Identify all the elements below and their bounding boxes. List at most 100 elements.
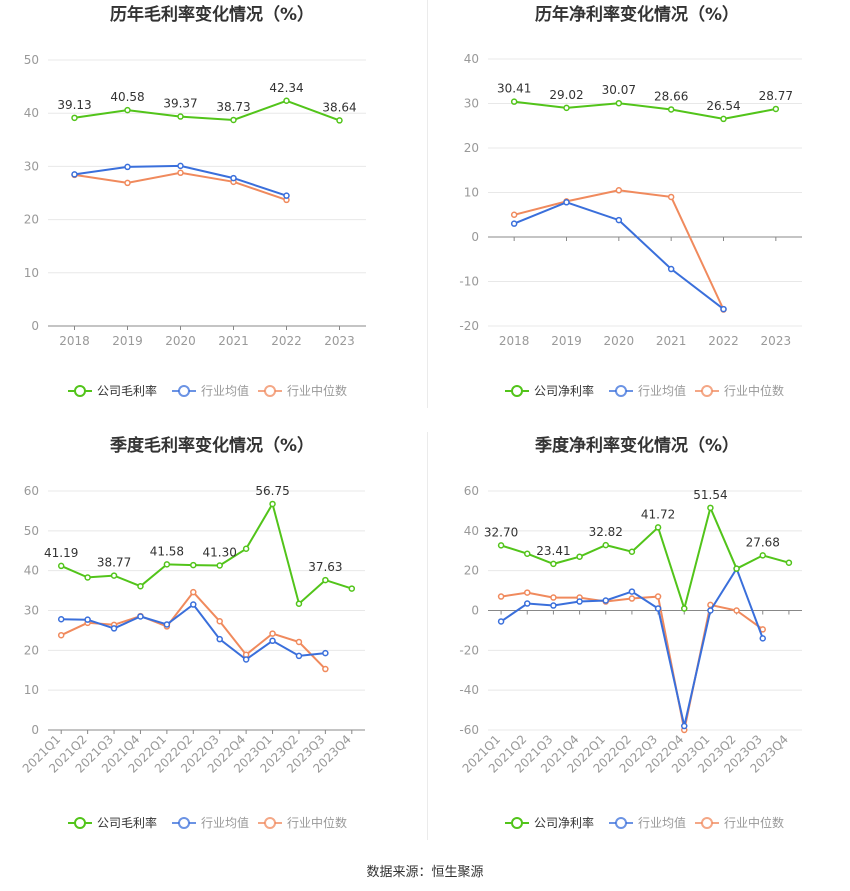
data-label: 30.07 xyxy=(602,83,636,97)
data-point xyxy=(628,595,636,602)
data-label: 41.19 xyxy=(44,546,78,560)
data-point xyxy=(550,560,557,568)
data-point xyxy=(242,545,250,553)
x-tick-label: 2022 xyxy=(708,334,739,348)
y-tick-label: 20 xyxy=(24,213,39,227)
legend-marker xyxy=(74,817,86,829)
y-tick-label: 0 xyxy=(471,604,479,618)
data-point xyxy=(563,199,570,206)
chart-title: 季度毛利率变化情况（%） xyxy=(110,435,314,456)
data-point xyxy=(510,98,518,105)
data-point xyxy=(667,265,675,273)
data-point xyxy=(124,106,131,114)
data-point xyxy=(57,616,65,623)
data-point xyxy=(322,649,329,657)
data-point xyxy=(71,171,78,178)
data-point xyxy=(283,97,290,105)
data-point xyxy=(177,169,184,177)
data-point xyxy=(524,589,531,596)
data-point xyxy=(681,605,688,612)
series-line-0 xyxy=(500,504,790,613)
data-point xyxy=(615,187,623,194)
data-point xyxy=(785,559,793,566)
legend-label: 公司净利率 xyxy=(534,815,594,830)
data-point xyxy=(681,722,688,730)
legend-label: 公司净利率 xyxy=(534,383,594,398)
data-point xyxy=(190,561,197,569)
data-point xyxy=(667,193,675,201)
y-tick-label: 40 xyxy=(24,564,39,578)
data-label: 37.63 xyxy=(308,560,342,574)
y-tick-label: 20 xyxy=(464,564,479,578)
data-point xyxy=(137,613,144,620)
y-tick-label: 10 xyxy=(24,683,39,697)
legend-marker xyxy=(615,817,627,829)
legend-marker xyxy=(264,385,276,397)
y-tick-label: 20 xyxy=(24,643,39,657)
data-point xyxy=(216,562,223,569)
data-point xyxy=(707,607,714,614)
data-point xyxy=(497,618,505,625)
legend-label: 行业中位数 xyxy=(724,815,784,830)
data-point xyxy=(602,597,609,604)
y-tick-label: 50 xyxy=(24,53,39,67)
data-label: 28.77 xyxy=(759,89,793,103)
data-source-note: 数据来源：恒生聚源 xyxy=(366,865,484,880)
data-point xyxy=(550,602,557,609)
legend-label: 行业均值 xyxy=(201,815,249,830)
y-tick-label: 10 xyxy=(24,266,39,280)
y-tick-label: 40 xyxy=(464,52,479,66)
legend-label: 行业中位数 xyxy=(724,383,784,398)
series-line-2 xyxy=(74,171,287,201)
chart-title: 历年毛利率变化情况（%） xyxy=(110,4,314,25)
data-point xyxy=(283,192,290,199)
data-point xyxy=(510,220,518,227)
data-point xyxy=(110,625,118,632)
data-point xyxy=(654,593,662,600)
x-tick-label: 2018 xyxy=(59,334,90,348)
data-label: 38.73 xyxy=(216,100,250,114)
legend-marker xyxy=(615,385,627,397)
data-label: 56.75 xyxy=(255,484,289,498)
data-point xyxy=(524,550,531,557)
data-point xyxy=(602,541,609,549)
data-point xyxy=(71,114,78,122)
x-tick-label: 2022 xyxy=(271,334,302,348)
data-point xyxy=(84,574,91,581)
legend-marker xyxy=(511,817,523,829)
data-label: 32.82 xyxy=(589,525,623,539)
y-tick-label: 0 xyxy=(31,723,39,737)
data-point xyxy=(720,305,727,313)
y-tick-label: -20 xyxy=(459,643,479,657)
data-point xyxy=(615,216,623,224)
data-point xyxy=(216,618,223,625)
data-point xyxy=(322,665,329,673)
data-point xyxy=(654,524,662,531)
data-point xyxy=(497,593,505,600)
legend-marker xyxy=(701,385,713,397)
x-tick-label: 2023 xyxy=(761,334,792,348)
data-point xyxy=(230,174,237,182)
panel-divider-bottom xyxy=(427,432,428,840)
data-label: 41.72 xyxy=(641,507,675,521)
data-point xyxy=(759,552,766,559)
chart-quarterly-net-margin: 季度净利率变化情况（%）-60-40-2002040602021Q12021Q2… xyxy=(459,435,802,830)
y-tick-label: -20 xyxy=(459,319,479,333)
data-point xyxy=(497,542,505,549)
data-point xyxy=(190,588,197,596)
x-tick-label: 2019 xyxy=(551,334,582,348)
data-label: 29.02 xyxy=(549,88,583,102)
x-tick-label: 2020 xyxy=(604,334,635,348)
y-tick-label: 0 xyxy=(471,230,479,244)
data-point xyxy=(628,548,636,555)
data-point xyxy=(336,117,343,124)
data-point xyxy=(576,598,583,605)
legend-label: 行业中位数 xyxy=(287,815,347,830)
data-point xyxy=(576,553,583,560)
legend-marker xyxy=(178,385,190,397)
data-point xyxy=(124,163,131,171)
data-label: 40.58 xyxy=(110,90,144,104)
legend-label: 公司毛利率 xyxy=(97,815,157,830)
data-point xyxy=(628,588,636,595)
x-tick-label: 2021 xyxy=(218,334,249,348)
